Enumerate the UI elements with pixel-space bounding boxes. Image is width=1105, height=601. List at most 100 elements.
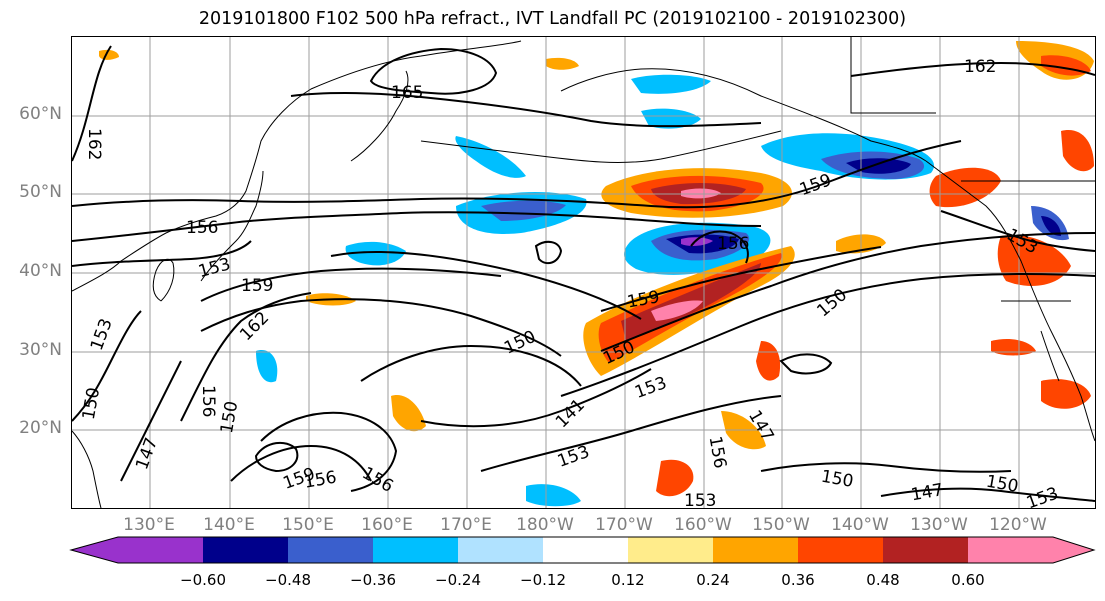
contour-159-north bbox=[72, 140, 962, 209]
contour-156 bbox=[72, 211, 762, 242]
shading-blue-175e bbox=[345, 241, 406, 266]
colorbar-tick-label: −0.12 bbox=[520, 571, 566, 589]
lon-label-140w: 140°W bbox=[831, 515, 889, 535]
colorbar-segment bbox=[288, 537, 373, 563]
colorbar-segment bbox=[628, 537, 713, 563]
coastline-asia bbox=[72, 40, 522, 292]
contour-label: 162 bbox=[84, 128, 104, 160]
contour-153-nw bbox=[72, 240, 252, 267]
map-canvas: 165 162 162 159 156 156 153 159 162 153 … bbox=[72, 37, 1095, 508]
colorbar-segment bbox=[968, 537, 1053, 563]
colorbar-segment bbox=[543, 537, 628, 563]
lat-label-50: 50°N bbox=[19, 182, 62, 202]
contour-label: 156 bbox=[303, 467, 338, 492]
colorbar-segment bbox=[798, 537, 883, 563]
colorbar-tick-label: −0.60 bbox=[180, 571, 226, 589]
contour-159-mid bbox=[600, 246, 882, 312]
contour-153-ne bbox=[940, 210, 1095, 252]
gridlines bbox=[72, 37, 1095, 508]
contour-label: 159 bbox=[797, 170, 834, 200]
shading-orange-30n-w bbox=[991, 339, 1036, 356]
coastlines bbox=[72, 37, 1095, 508]
shading-orange-bering bbox=[546, 57, 579, 70]
contour-150-south bbox=[760, 462, 1012, 473]
colorbar-tick-label: 0.24 bbox=[696, 571, 730, 589]
contour-159-s bbox=[260, 411, 398, 492]
contour-150-sw bbox=[72, 310, 142, 422]
lat-label-60: 60°N bbox=[19, 104, 62, 124]
height-contours bbox=[72, 45, 1095, 502]
colorbar-segments bbox=[71, 537, 1094, 563]
contour-labels: 165 162 162 159 156 156 153 159 162 153 … bbox=[79, 57, 1061, 508]
contour-label: 150 bbox=[501, 327, 539, 359]
contour-label: 141 bbox=[552, 395, 589, 432]
coastline-philippines bbox=[72, 430, 102, 508]
contour-162-west bbox=[200, 298, 562, 357]
contour-label: 156 bbox=[717, 234, 749, 254]
contour-label: 153 bbox=[555, 442, 592, 472]
colorbar-segment bbox=[118, 537, 203, 563]
colorbar-extend-min bbox=[71, 537, 118, 563]
colorbar-tick-label: −0.24 bbox=[435, 571, 481, 589]
contour-closed-180 bbox=[534, 240, 563, 265]
lat-label-40: 40°N bbox=[19, 261, 62, 281]
colorbar-tick-label: −0.36 bbox=[350, 571, 396, 589]
coastline-na-west bbox=[925, 160, 1095, 442]
contour-141 bbox=[420, 368, 652, 428]
colorbar-tick-label: 0.60 bbox=[951, 571, 985, 589]
contour-label: 147 bbox=[132, 435, 162, 472]
shading-band-pink bbox=[651, 300, 703, 321]
colorbar-segment bbox=[373, 537, 458, 563]
colorbar-tick-label: 0.48 bbox=[866, 571, 900, 589]
contour-label: 156 bbox=[359, 463, 397, 497]
colorbar-segment bbox=[458, 537, 543, 563]
lon-label-130w: 130°W bbox=[910, 515, 968, 535]
contour-label: 153 bbox=[684, 491, 716, 508]
shading-red-15n bbox=[656, 459, 694, 497]
colorbar-tick-label: 0.36 bbox=[781, 571, 815, 589]
colorbar-segment bbox=[713, 537, 798, 563]
contour-162-north bbox=[850, 61, 1095, 77]
map-title: 2019101800 F102 500 hPa refract., IVT La… bbox=[198, 9, 907, 29]
colorbar-extend-max bbox=[1053, 537, 1094, 563]
lon-label-160w: 160°W bbox=[674, 515, 732, 535]
shading-orange-nw bbox=[99, 49, 119, 60]
colorbar-segment bbox=[203, 537, 288, 563]
coastline-kamchatka bbox=[350, 70, 409, 162]
contour-label: 156 bbox=[198, 385, 218, 417]
coastline-baja bbox=[1040, 330, 1060, 382]
contour-150-mid bbox=[330, 251, 642, 320]
lon-label-170w: 170°W bbox=[595, 515, 653, 535]
map-plot-area: 165 162 162 159 156 156 153 159 162 153 … bbox=[71, 36, 1096, 509]
contour-147-south bbox=[880, 487, 1095, 502]
contour-label: 150 bbox=[984, 472, 1019, 497]
contour-label: 159 bbox=[241, 276, 273, 296]
shading-blue-155e bbox=[455, 136, 526, 178]
coastline-alaska bbox=[560, 68, 927, 162]
lon-label-120w: 120°W bbox=[989, 515, 1047, 535]
contour-165 bbox=[290, 92, 762, 128]
shading-westcoast-navy bbox=[1041, 216, 1061, 236]
contour-150-e bbox=[779, 353, 833, 375]
colorbar-segment bbox=[883, 537, 968, 563]
coastline-aleutians bbox=[420, 130, 782, 163]
shading-ne-orange bbox=[1061, 130, 1094, 172]
colorbar-tick-label: 0.12 bbox=[611, 571, 645, 589]
contour-label: 153 bbox=[1024, 484, 1061, 508]
contour-arctic bbox=[369, 47, 498, 95]
contour-156-s bbox=[230, 444, 372, 482]
colorbar-tick-label: −0.48 bbox=[265, 571, 311, 589]
colorbar bbox=[69, 536, 1096, 564]
contour-162-w bbox=[72, 45, 112, 162]
shading-blue-arctic bbox=[631, 74, 711, 94]
lon-label-170e: 170°E bbox=[440, 515, 492, 535]
contour-label: 150 bbox=[819, 467, 854, 492]
shading-red-25n bbox=[756, 341, 781, 381]
contour-label: 153 bbox=[87, 316, 117, 353]
lat-label-30: 30°N bbox=[19, 340, 62, 360]
contour-label: 156 bbox=[705, 435, 730, 470]
shading-np-pink bbox=[681, 188, 721, 199]
shading-baja-orange bbox=[1041, 379, 1091, 409]
lon-label-180w: 180°W bbox=[516, 515, 574, 535]
shading-purple-40n bbox=[681, 237, 713, 246]
